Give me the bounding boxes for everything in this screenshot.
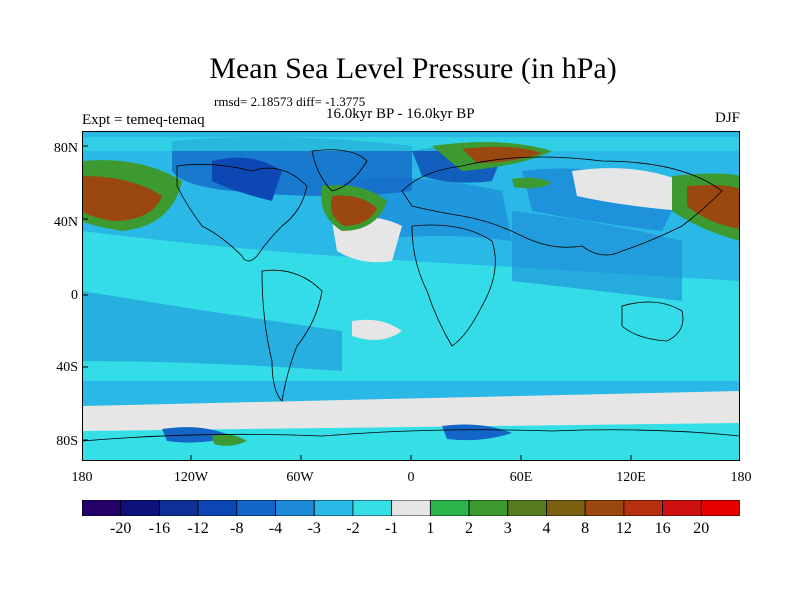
colorbar-label: 1 xyxy=(426,520,435,537)
field-brown-barents xyxy=(462,146,542,163)
colorbar-label: 12 xyxy=(615,520,632,537)
colorbar-swatch xyxy=(623,500,663,516)
colorbar-swatch xyxy=(700,500,740,516)
field-brown-n-atlantic xyxy=(330,195,377,226)
lat-label-80n: 80N xyxy=(53,141,78,156)
coastlines xyxy=(82,149,740,442)
pressure-map xyxy=(82,131,740,461)
period-label: 16.0kyr BP - 16.0kyr BP xyxy=(326,106,475,122)
lat-label-40n: 40N xyxy=(53,215,78,230)
coast-eurasia xyxy=(401,156,723,256)
lat-label-80s: 80S xyxy=(56,434,78,449)
field-grey-siberia xyxy=(572,168,692,211)
lon-label-180w: 180 xyxy=(71,470,93,485)
experiment-label: Expt = temeq-temaq xyxy=(82,112,205,128)
colorbar-label: -4 xyxy=(268,520,283,537)
colorbar-label: -12 xyxy=(187,520,209,537)
colorbar-swatch xyxy=(313,500,354,516)
field-grey-southern-ocean xyxy=(82,391,740,431)
colorbar-label: 16 xyxy=(654,520,671,537)
colorbar-label: 4 xyxy=(542,520,551,537)
field-blue-indian xyxy=(512,211,682,301)
colorbar-label: -1 xyxy=(384,520,399,537)
field-antarctic-cyan xyxy=(82,423,740,461)
rmsd-diff-stats: rmsd= 2.18573 diff= -1.3775 xyxy=(214,94,366,109)
colorbar-swatch xyxy=(275,500,315,516)
colorbar-label: -3 xyxy=(307,520,321,537)
chart-title: Mean Sea Level Pressure (in hPa) xyxy=(209,52,617,85)
colorbar xyxy=(82,500,740,516)
colorbar-swatch xyxy=(197,500,238,516)
colorbar-swatch xyxy=(468,500,509,516)
lon-label-180e: 180 xyxy=(730,470,752,485)
colorbar-swatch xyxy=(584,500,625,516)
field-cyan-polar-n xyxy=(82,137,740,151)
coast-north-america xyxy=(176,163,308,262)
coast-australia xyxy=(621,301,684,342)
lat-label-40s: 40S xyxy=(56,360,78,375)
coast-south-america xyxy=(261,269,323,402)
colorbar-swatch xyxy=(236,500,276,516)
coast-africa xyxy=(411,224,496,347)
colorbar-swatch xyxy=(159,500,199,516)
colorbar-label: 8 xyxy=(581,520,590,537)
colorbar-swatch xyxy=(507,500,547,516)
lat-label-eq: 0 xyxy=(71,288,78,303)
colorbar-label: -20 xyxy=(110,520,132,537)
field-blue-pacific-s xyxy=(82,291,342,371)
colorbar-label: 20 xyxy=(693,520,710,537)
colorbar-swatch xyxy=(546,500,586,516)
lon-label-0: 0 xyxy=(407,470,415,485)
lon-label-120e: 120E xyxy=(616,470,646,485)
coast-greenland xyxy=(311,149,368,192)
field-grey-s-atlantic xyxy=(352,319,402,340)
field-brown-nw-pacific xyxy=(687,185,740,229)
colorbar-swatch xyxy=(662,500,702,516)
colorbar-label: -16 xyxy=(148,520,171,537)
field-antarctic-green xyxy=(212,434,247,446)
colorbar-swatch xyxy=(352,500,393,516)
lon-label-60w: 60W xyxy=(286,470,314,485)
season-label: DJF xyxy=(714,110,740,126)
colorbar-label: -2 xyxy=(346,520,360,537)
field-antarctic-blue-2 xyxy=(442,424,512,441)
colorbar-swatch xyxy=(391,500,431,516)
colorbar-swatch xyxy=(82,500,122,516)
colorbar-swatch xyxy=(120,500,160,516)
lon-label-60e: 60E xyxy=(509,470,533,485)
field-brown-aleutian xyxy=(82,176,162,221)
coast-antarctica xyxy=(82,429,740,442)
colorbar-label: -8 xyxy=(230,520,244,537)
map-ticks xyxy=(82,145,632,461)
field-green-caspian xyxy=(512,177,552,189)
colorbar-label: 3 xyxy=(503,520,512,537)
colorbar-swatch xyxy=(429,500,470,516)
colorbar-label: 2 xyxy=(465,520,474,537)
lon-label-120w: 120W xyxy=(173,470,209,485)
